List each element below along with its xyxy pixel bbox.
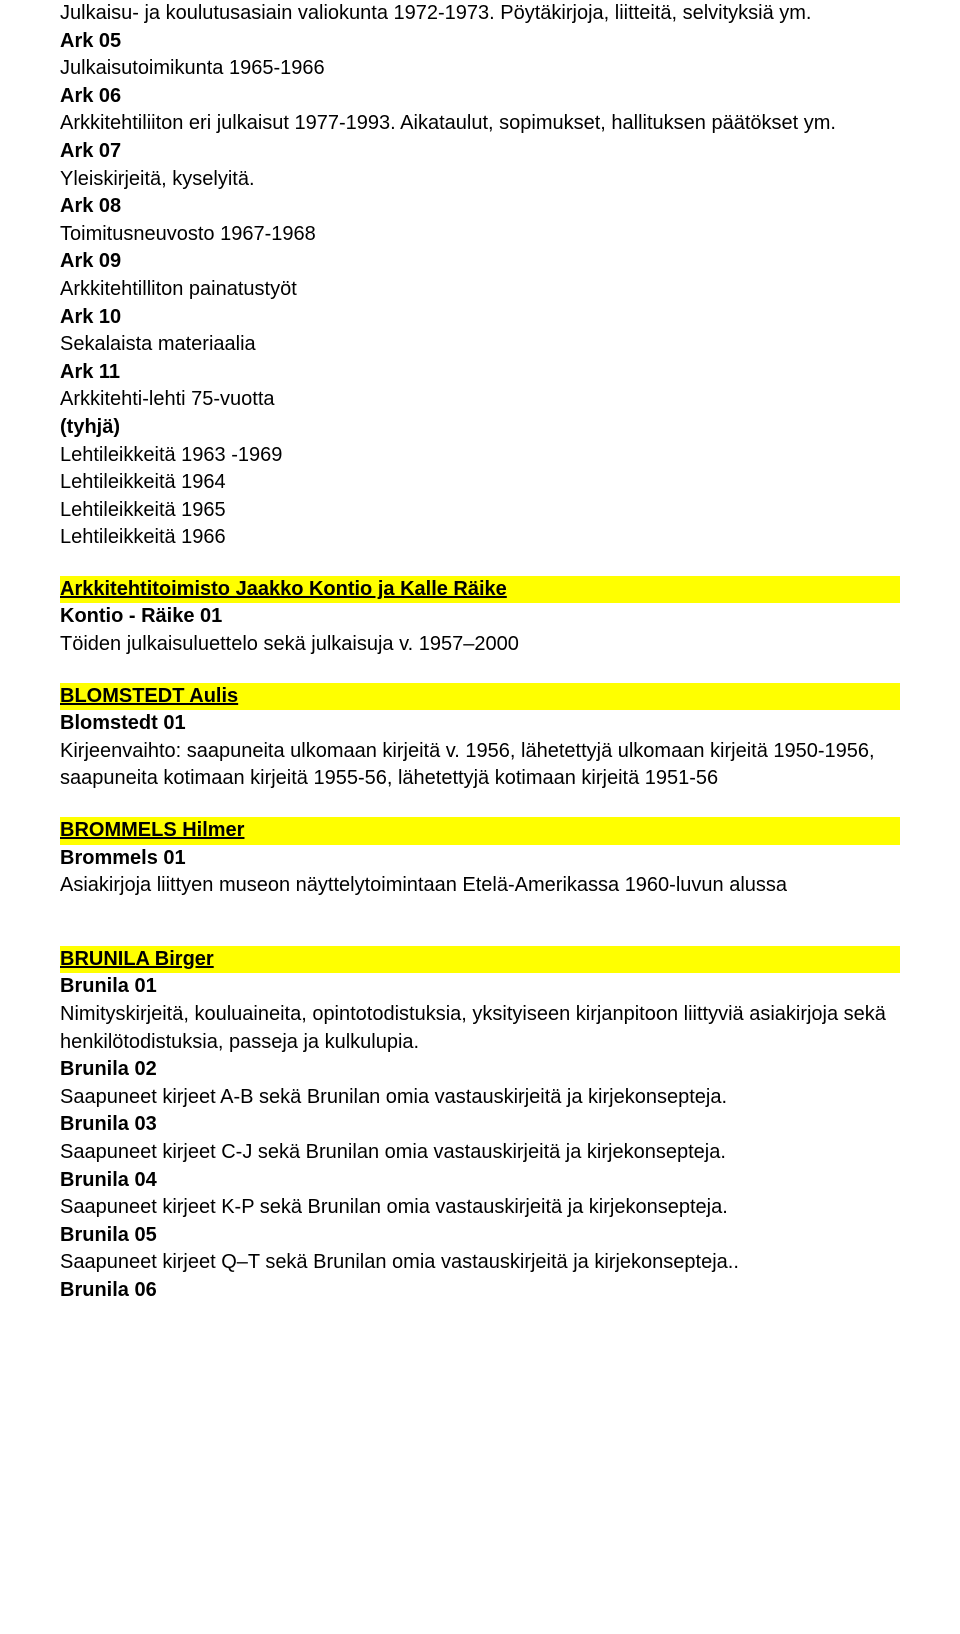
section-block: BROMMELS Hilmer Brommels 01 Asiakirjoja …	[60, 817, 900, 900]
body-text: Toimitusneuvosto 1967-1968	[60, 221, 900, 249]
archive-ref: Brunila 06	[60, 1277, 900, 1305]
archive-ref: Brommels 01	[60, 845, 900, 873]
section-gap	[60, 924, 900, 946]
body-text: Saapuneet kirjeet C-J sekä Brunilan omia…	[60, 1139, 900, 1167]
body-text: Yleiskirjeitä, kyselyitä.	[60, 166, 900, 194]
body-text: Saapuneet kirjeet A-B sekä Brunilan omia…	[60, 1084, 900, 1112]
body-text: Kirjeenvaihto: saapuneita ulkomaan kirje…	[60, 738, 900, 793]
archive-ref: Ark 09	[60, 248, 900, 276]
body-text: Asiakirjoja liittyen museon näyttelytoim…	[60, 872, 900, 900]
archive-ref: Ark 06	[60, 83, 900, 111]
section-block: BLOMSTEDT Aulis Blomstedt 01 Kirjeenvaih…	[60, 683, 900, 793]
body-text: Arkkitehtilliton painatustyöt	[60, 276, 900, 304]
body-text: Saapuneet kirjeet Q–T sekä Brunilan omia…	[60, 1249, 900, 1277]
body-text: Töiden julkaisuluettelo sekä julkaisuja …	[60, 631, 900, 659]
archive-ref: Ark 10	[60, 304, 900, 332]
archive-ref: Brunila 03	[60, 1111, 900, 1139]
archive-ref: Brunila 04	[60, 1167, 900, 1195]
body-text: Saapuneet kirjeet K-P sekä Brunilan omia…	[60, 1194, 900, 1222]
archive-ref: Ark 11	[60, 359, 900, 387]
body-text: Nimityskirjeitä, kouluaineita, opintotod…	[60, 1001, 900, 1056]
section-block: Julkaisu- ja koulutusasiain valiokunta 1…	[60, 0, 900, 552]
archive-ref: Ark 07	[60, 138, 900, 166]
archive-ref: Ark 08	[60, 193, 900, 221]
body-text: Arkkitehtiliiton eri julkaisut 1977-1993…	[60, 110, 900, 138]
body-text: Lehtileikkeitä 1966	[60, 524, 900, 552]
section-block: BRUNILA Birger Brunila 01 Nimityskirjeit…	[60, 946, 900, 1305]
body-text: Lehtileikkeitä 1963 -1969	[60, 442, 900, 470]
body-text: Lehtileikkeitä 1965	[60, 497, 900, 525]
archive-ref: Ark 05	[60, 28, 900, 56]
archive-ref: Kontio - Räike 01	[60, 603, 900, 631]
body-text: Sekalaista materiaalia	[60, 331, 900, 359]
section-heading: Arkkitehtitoimisto Jaakko Kontio ja Kall…	[60, 576, 900, 604]
body-text: Julkaisu- ja koulutusasiain valiokunta 1…	[60, 0, 900, 28]
archive-ref: Brunila 01	[60, 973, 900, 1001]
section-heading: BROMMELS Hilmer	[60, 817, 900, 845]
section-block: Arkkitehtitoimisto Jaakko Kontio ja Kall…	[60, 576, 900, 659]
archive-ref: Brunila 05	[60, 1222, 900, 1250]
section-heading: BRUNILA Birger	[60, 946, 900, 974]
archive-ref: (tyhjä)	[60, 414, 900, 442]
body-text: Arkkitehti-lehti 75-vuotta	[60, 386, 900, 414]
body-text: Julkaisutoimikunta 1965-1966	[60, 55, 900, 83]
body-text: Lehtileikkeitä 1964	[60, 469, 900, 497]
section-heading: BLOMSTEDT Aulis	[60, 683, 900, 711]
archive-ref: Blomstedt 01	[60, 710, 900, 738]
archive-ref: Brunila 02	[60, 1056, 900, 1084]
document-page: Julkaisu- ja koulutusasiain valiokunta 1…	[0, 0, 960, 1369]
